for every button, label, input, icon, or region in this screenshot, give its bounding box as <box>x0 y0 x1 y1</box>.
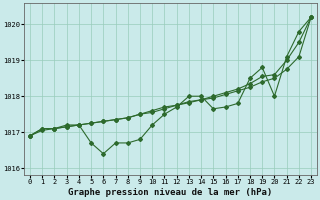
X-axis label: Graphe pression niveau de la mer (hPa): Graphe pression niveau de la mer (hPa) <box>68 188 273 197</box>
